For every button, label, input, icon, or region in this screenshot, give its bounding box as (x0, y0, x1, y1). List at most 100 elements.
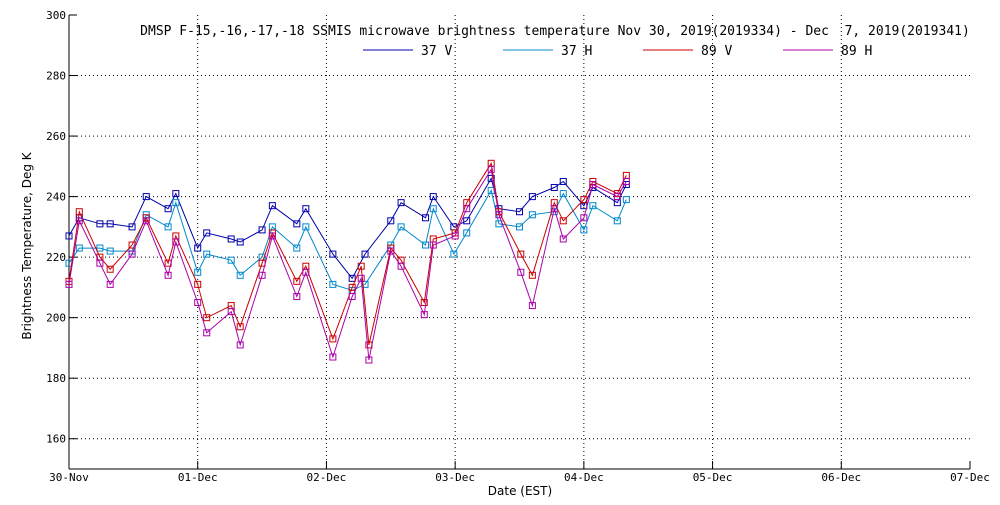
data-point-37v (236, 238, 244, 246)
x-tick-label: 04-Dec (564, 471, 604, 484)
data-point-89h (128, 250, 136, 258)
data-point-37v (203, 229, 211, 237)
y-tick-label: 160 (46, 433, 66, 446)
data-point-89v (329, 335, 337, 343)
y-tick-label: 240 (46, 191, 66, 204)
data-point-37v (550, 184, 558, 192)
data-point-37h (106, 247, 114, 255)
data-point-89h (589, 180, 597, 188)
data-point-37h (622, 196, 630, 204)
data-point-89h (348, 292, 356, 300)
axes: 30-Nov 01-Dec 02-Dec 03-Dec 04-Dec 05-Dec 06-D… (46, 9, 990, 484)
data-point-37v (348, 274, 356, 282)
data-point-37v (293, 220, 301, 228)
chart-title: DMSP F-15,-16,-17,-18 SSMIS microwave br… (140, 24, 970, 39)
legend-label: 89 V (701, 44, 732, 59)
data-point-37h (528, 211, 536, 219)
data-point-89h (236, 341, 244, 349)
data-point-89h (517, 268, 525, 276)
data-point-37h (397, 223, 405, 231)
data-point-37v (528, 193, 536, 201)
data-point-37h (293, 244, 301, 252)
data-point-37h (422, 241, 430, 249)
data-point-89h (329, 353, 337, 361)
legend-label: 37 H (561, 44, 592, 59)
data-point-89h (613, 193, 621, 201)
data-point-37h (329, 280, 337, 288)
data-point-89h (495, 211, 503, 219)
data-point-89v (236, 323, 244, 331)
data-point-89h (357, 274, 365, 282)
data-point-37v (106, 220, 114, 228)
data-point-89h (203, 329, 211, 337)
data-point-37v (268, 202, 276, 210)
data-point-37v (429, 193, 437, 201)
data-point-89h (463, 205, 471, 213)
x-tick-label: 30-Nov (49, 471, 89, 484)
x-tick-label: 07-Dec (950, 471, 990, 484)
data-point-89h (397, 262, 405, 270)
x-tick-label: 03-Dec (435, 471, 475, 484)
data-point-89h (96, 259, 104, 267)
data-point-89v (348, 283, 356, 291)
data-point-37v (487, 174, 495, 182)
data-point-89h (227, 308, 235, 316)
data-point-89h (487, 165, 495, 173)
data-point-89h (559, 235, 567, 243)
data-point-37v (397, 199, 405, 207)
data-point-37v (387, 217, 395, 225)
data-point-37v (65, 232, 73, 240)
data-series (65, 159, 630, 364)
data-point-89v (194, 280, 202, 288)
data-point-37h (580, 226, 588, 234)
data-point-37v (96, 220, 104, 228)
data-point-37h (164, 223, 172, 231)
data-point-89v (528, 271, 536, 279)
data-point-37h (227, 256, 235, 264)
data-point-89v (128, 241, 136, 249)
data-point-89h (528, 302, 536, 310)
data-point-89v (580, 196, 588, 204)
data-point-89h (268, 232, 276, 240)
x-tick-label: 02-Dec (307, 471, 347, 484)
data-point-89h (142, 217, 150, 225)
data-point-37h (487, 187, 495, 195)
x-tick-label: 05-Dec (693, 471, 733, 484)
data-point-37v (164, 205, 172, 213)
data-point-37v (142, 193, 150, 201)
data-point-89h (580, 214, 588, 222)
y-tick-label: 260 (46, 130, 66, 143)
data-point-89v (203, 314, 211, 322)
data-point-89v (420, 299, 428, 307)
data-point-37v (559, 177, 567, 185)
y-tick-label: 200 (46, 312, 66, 325)
data-point-89h (387, 247, 395, 255)
data-point-37h (75, 244, 83, 252)
data-point-37h (203, 250, 211, 258)
data-point-37h (429, 205, 437, 213)
data-point-89h (293, 292, 301, 300)
data-point-37h (559, 190, 567, 198)
data-point-37h (194, 268, 202, 276)
x-tick-label: 06-Dec (821, 471, 861, 484)
data-point-37v (329, 250, 337, 258)
data-point-37v (128, 223, 136, 231)
data-point-37h (463, 229, 471, 237)
legend-label: 37 V (421, 44, 452, 59)
data-point-89v (75, 208, 83, 216)
legend: 37 V 37 H 89 V 89 H (363, 44, 872, 59)
data-point-37h (96, 244, 104, 252)
y-tick-label: 300 (46, 9, 66, 22)
y-tick-label: 280 (46, 70, 66, 83)
series-line-89h (68, 168, 627, 361)
data-point-89h (65, 280, 73, 288)
y-tick-label: 220 (46, 251, 66, 264)
data-point-89v (293, 277, 301, 285)
data-point-89h (106, 280, 114, 288)
data-point-37h (450, 250, 458, 258)
data-point-89h (365, 356, 373, 364)
x-tick-label: 01-Dec (178, 471, 218, 484)
